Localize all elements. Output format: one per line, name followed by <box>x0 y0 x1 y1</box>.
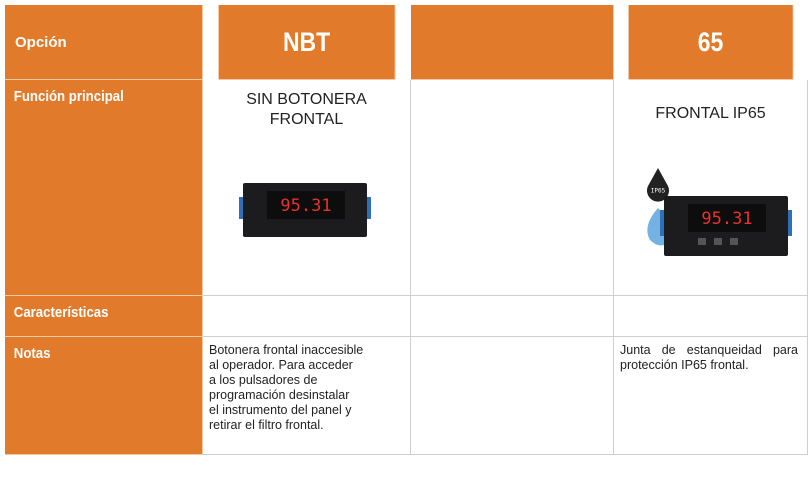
device-image: IP65 95.31 <box>647 168 792 256</box>
row-label-cell: Función principal <box>5 80 203 296</box>
device-display: 95.31 <box>280 196 331 216</box>
cell <box>614 296 808 337</box>
options-table: Opción NBT 65 Función principal SIN BOTO… <box>5 5 808 455</box>
device-image: 95.31 <box>239 183 371 237</box>
header-column: 65 <box>628 5 794 80</box>
row-label: Notas <box>13 345 51 362</box>
note-line: retirar el filtro frontal. <box>209 418 324 432</box>
device-display: 95.31 <box>701 209 752 229</box>
row-label: Función principal <box>13 88 124 105</box>
badge-text: IP65 <box>651 188 666 195</box>
note-cell: Junta de estanqueidad para protección IP… <box>614 337 808 455</box>
row-label-cell: Notas <box>5 337 203 455</box>
cell <box>203 296 411 337</box>
row-label: Características <box>13 304 109 321</box>
cell-title: SIN BOTONERA FRONTAL <box>203 80 410 130</box>
note-text: Junta de estanqueidad para protección IP… <box>620 343 798 372</box>
header-empty <box>411 5 614 80</box>
note-line: al operador. Para acceder <box>209 358 353 372</box>
note-line: el instrumento del panel y <box>209 403 352 417</box>
note-cell: Botonera frontal inaccesible al operador… <box>203 337 411 455</box>
cell <box>411 337 614 455</box>
cell: FRONTAL IP65 IP65 95.31 <box>614 80 808 296</box>
note-line: a los pulsadores de <box>209 373 318 387</box>
header-label: Opción <box>5 5 203 80</box>
header-column: NBT <box>218 5 396 80</box>
title-line: SIN BOTONERA <box>246 91 367 108</box>
row-label-cell: Características <box>5 296 203 337</box>
note-line: programación desinstalar <box>209 388 350 402</box>
cell: SIN BOTONERA FRONTAL 95.31 <box>203 80 411 296</box>
cell-title: FRONTAL IP65 <box>614 80 807 124</box>
note-line: Botonera frontal inaccesible <box>209 343 364 357</box>
cell <box>411 296 614 337</box>
title-line: FRONTAL <box>269 111 344 128</box>
title-line: FRONTAL IP65 <box>655 105 766 122</box>
cell <box>411 80 614 296</box>
